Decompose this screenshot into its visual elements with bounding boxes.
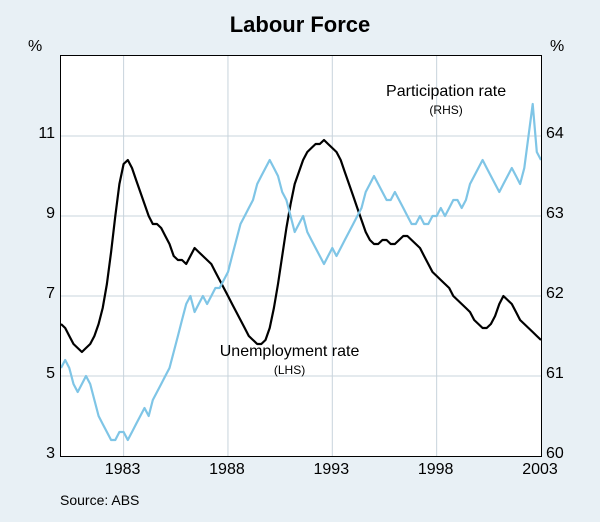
unemployment-rate-label: Unemployment rate(LHS) bbox=[220, 343, 360, 379]
y-left-tick: 3 bbox=[5, 445, 55, 463]
participation-rate-line bbox=[61, 104, 541, 440]
chart-title: Labour Force bbox=[0, 0, 600, 38]
unemployment-rate-line bbox=[61, 140, 541, 352]
y-right-unit: % bbox=[550, 38, 564, 56]
y-right-tick: 64 bbox=[546, 125, 596, 143]
y-left-tick: 7 bbox=[5, 285, 55, 303]
participation-rate-label: Participation rate(RHS) bbox=[376, 83, 516, 119]
x-tick: 1993 bbox=[314, 461, 350, 479]
y-right-tick: 61 bbox=[546, 365, 596, 383]
x-tick: 2003 bbox=[522, 461, 558, 479]
y-right-tick: 62 bbox=[546, 285, 596, 303]
x-tick: 1998 bbox=[418, 461, 454, 479]
y-right-tick: 63 bbox=[546, 205, 596, 223]
chart-container: Labour Force % % Source: ABS 35791160616… bbox=[0, 0, 600, 522]
y-left-tick: 9 bbox=[5, 205, 55, 223]
y-left-tick: 5 bbox=[5, 365, 55, 383]
x-tick: 1983 bbox=[105, 461, 141, 479]
chart-source: Source: ABS bbox=[60, 492, 139, 508]
x-tick: 1988 bbox=[209, 461, 245, 479]
y-left-tick: 11 bbox=[5, 125, 55, 143]
y-left-unit: % bbox=[28, 38, 42, 56]
